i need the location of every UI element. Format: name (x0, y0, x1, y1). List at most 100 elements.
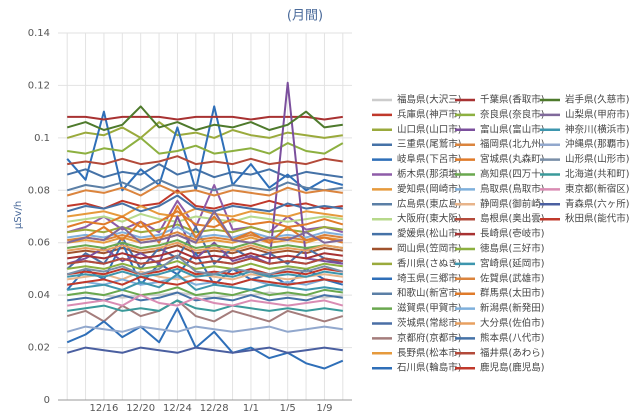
legend-item[interactable]: 岐阜県(下呂市) (372, 153, 461, 165)
legend-label: 群馬県(太田市) (480, 287, 544, 299)
legend-label: 京都府(京都市) (397, 332, 461, 344)
legend-label: 秋田県(能代市) (565, 213, 629, 225)
legend-item[interactable]: 茨城県(常総市) (372, 317, 461, 329)
legend-item[interactable]: 青森県(六ヶ所) (540, 198, 629, 210)
legend-label: 徳島県(三好市) (480, 243, 544, 255)
legend-item[interactable]: 北海道(共和町) (540, 168, 629, 180)
legend-label: 長野県(松本市) (397, 347, 461, 359)
legend-item[interactable]: 栃木県(那須塩) (372, 168, 461, 180)
series-line (66, 210, 343, 244)
series-line (66, 105, 343, 131)
legend-item[interactable]: 滋賀県(甲賀市) (372, 302, 461, 314)
legend-item[interactable]: 埼玉県(三郷市) (372, 272, 461, 284)
legend-item[interactable]: 岩手県(久慈市) (540, 94, 629, 106)
legend-label: 兵庫県(神戸市) (397, 108, 461, 120)
legend-item[interactable]: 高知県(四万十) (455, 168, 544, 180)
legend-item[interactable]: 千葉県(香取市) (455, 94, 544, 106)
y-tick-label: 0.12 (28, 80, 50, 91)
legend-item[interactable]: 広島県(東広島) (372, 198, 461, 210)
legend-item[interactable]: 熊本県(八代市) (455, 332, 544, 344)
legend-item[interactable]: 鹿児島(鹿児島) (455, 362, 544, 374)
legend-item[interactable]: 大阪府(東大阪) (372, 213, 461, 225)
legend-item[interactable]: 愛知県(岡崎市) (372, 183, 461, 195)
legend-item[interactable]: 鳥取県(鳥取市) (455, 183, 544, 195)
legend-item[interactable]: 長野県(松本市) (372, 347, 461, 359)
legend-label: 熊本県(八代市) (480, 332, 544, 344)
legend-item[interactable]: 和歌山(新宮市) (372, 287, 461, 299)
series-line (67, 275, 343, 286)
x-tick-label: 12/20 (126, 403, 155, 411)
legend-item[interactable]: 沖縄県(那覇市) (540, 138, 629, 150)
legend-item[interactable]: 佐賀県(武雄市) (455, 272, 544, 284)
series-line (67, 241, 343, 252)
legend-label: 東京都(新宿区) (565, 183, 629, 195)
legend-label: 高知県(四万十) (480, 168, 544, 180)
legend-label: 福島県(大沢三) (397, 94, 461, 106)
series-line (67, 260, 343, 270)
legend-label: 香川県(さぬき) (397, 258, 461, 269)
legend-item[interactable]: 秋田県(能代市) (540, 213, 629, 225)
legend-item[interactable]: 大分県(佐伯市) (455, 317, 544, 329)
y-tick-label: 0.06 (28, 238, 50, 249)
x-tick-label: 1/9 (316, 403, 332, 411)
legend-label: 福岡県(北九州) (480, 138, 544, 150)
legend-label: 沖縄県(那覇市) (565, 138, 629, 150)
legend-label: 三重県(尾鷲市) (397, 138, 461, 150)
legend-label: 奈良県(奈良市) (480, 108, 544, 120)
legend-item[interactable]: 宮城県(丸森町) (455, 153, 544, 165)
legend-item[interactable]: 香川県(さぬき) (372, 258, 461, 269)
legend-item[interactable]: 愛媛県(松山市) (372, 228, 461, 240)
legend-item[interactable]: 福岡県(北九州) (455, 138, 544, 150)
legend-item[interactable]: 長崎県(壱岐市) (455, 228, 544, 240)
legend-label: 鳥取県(鳥取市) (480, 183, 544, 195)
legend-label: 佐賀県(武雄市) (480, 272, 544, 284)
legend-label: 宮城県(丸森町) (480, 153, 544, 165)
series-line (66, 81, 343, 265)
legend-item[interactable]: 山口県(山口市) (372, 123, 461, 135)
x-tick-label: 12/28 (200, 403, 229, 411)
series-line (67, 294, 344, 307)
legend-item[interactable]: 兵庫県(神戸市) (372, 108, 461, 120)
legend-item[interactable]: 山形県(山形市) (540, 153, 629, 165)
legend-label: 長崎県(壱岐市) (480, 228, 544, 240)
legend-item[interactable]: 新潟県(新発田) (455, 302, 544, 314)
legend-item[interactable]: 山梨県(甲府市) (540, 108, 629, 120)
chart-title: (月間) (287, 9, 323, 24)
legend-item[interactable]: 福島県(大沢三) (372, 94, 461, 106)
legend-item[interactable]: 三重県(尾鷲市) (372, 138, 461, 150)
legend-item[interactable]: 宮崎県(延岡市) (455, 257, 544, 269)
series-line (66, 163, 343, 179)
legend-label: 滋賀県(甲賀市) (397, 302, 461, 314)
legend-label: 岐阜県(下呂市) (397, 153, 461, 165)
legend-item[interactable]: 静岡県(御前崎) (455, 198, 544, 210)
legend: 福島県(大沢三) 兵庫県(神戸市) 山口県(山口市) 三重県(尾鷲市) 岐阜県(下呂市)… (372, 94, 629, 374)
series-line (67, 115, 343, 121)
legend-item[interactable]: 島根県(奥出雲) (455, 213, 544, 225)
legend-item[interactable]: 福井県(あわら) (455, 347, 544, 359)
legend-label: 宮崎県(延岡市) (480, 257, 544, 269)
legend-item[interactable]: 石川県(輪島市) (372, 362, 461, 374)
legend-item[interactable]: 東京都(新宿区) (540, 183, 629, 195)
series-line (67, 233, 343, 244)
legend-item[interactable]: 奈良県(奈良市) (455, 108, 544, 120)
legend-label: 広島県(東広島) (397, 198, 461, 210)
legend-label: 茨城県(常総市) (397, 317, 461, 329)
legend-label: 青森県(六ヶ所) (565, 198, 629, 210)
legend-label: 岡山県(笠岡市) (397, 243, 461, 255)
series-line (66, 121, 343, 139)
legend-item[interactable]: 京都府(京都市) (372, 332, 461, 344)
y-tick-label: 0.02 (28, 343, 50, 354)
series-line (67, 286, 343, 297)
legend-item[interactable]: 徳島県(三好市) (455, 243, 544, 255)
legend-item[interactable]: 富山県(富山市) (455, 123, 544, 135)
legend-label: 岩手県(久慈市) (565, 94, 629, 106)
series-line (67, 223, 343, 234)
legend-label: 愛媛県(松山市) (397, 228, 461, 240)
legend-item[interactable]: 岡山県(笠岡市) (372, 243, 461, 255)
legend-label: 和歌山(新宮市) (397, 287, 461, 299)
legend-item[interactable]: 群馬県(太田市) (455, 287, 544, 299)
legend-label: 愛知県(岡崎市) (397, 183, 461, 195)
legend-label: 山梨県(甲府市) (565, 108, 629, 120)
legend-item[interactable]: 神奈川(横浜市) (540, 123, 629, 135)
